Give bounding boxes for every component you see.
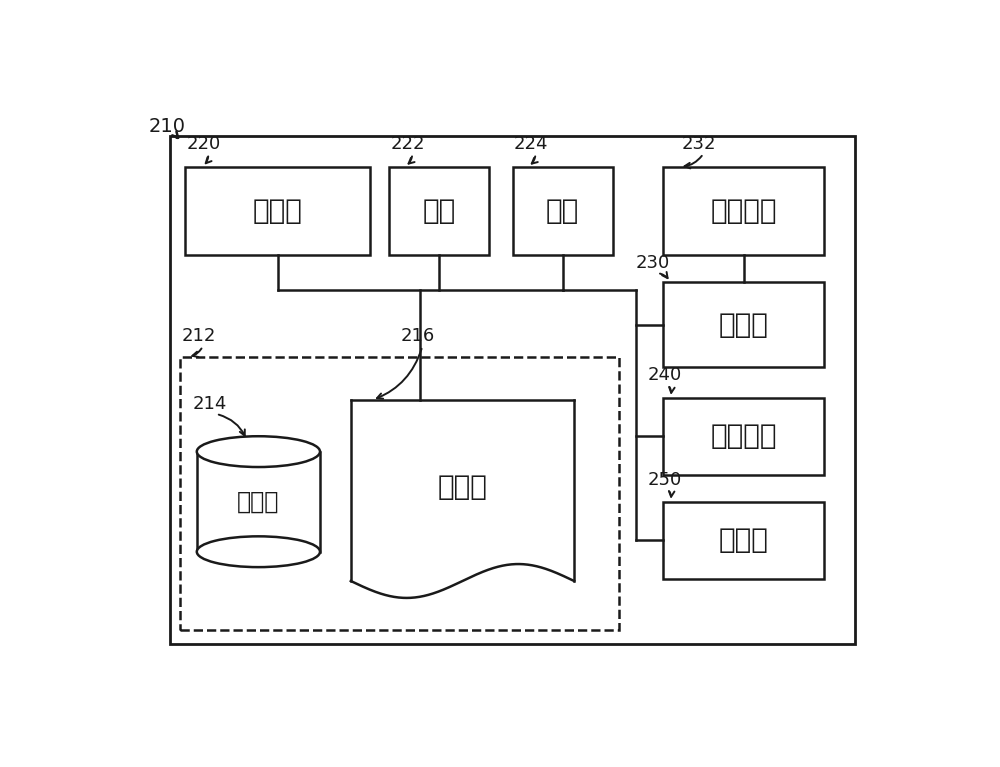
Polygon shape	[197, 452, 320, 551]
Text: 216: 216	[401, 328, 435, 345]
Text: 处理器: 处理器	[438, 472, 487, 501]
Bar	[663, 166, 824, 255]
Bar	[389, 166, 489, 255]
Text: 212: 212	[181, 328, 216, 345]
Text: 240: 240	[647, 366, 682, 384]
Text: 250: 250	[647, 471, 682, 489]
Ellipse shape	[197, 436, 320, 467]
Text: 230: 230	[636, 254, 670, 272]
Text: 210: 210	[149, 117, 186, 136]
Ellipse shape	[197, 536, 320, 567]
Text: 214: 214	[193, 395, 227, 413]
Text: 透视: 透视	[546, 197, 579, 225]
Text: 数据日志: 数据日志	[710, 422, 777, 450]
Text: 内窥镜: 内窥镜	[253, 197, 303, 225]
Text: 220: 220	[187, 135, 221, 153]
Polygon shape	[351, 400, 574, 598]
Text: 控制器: 控制器	[719, 311, 768, 338]
Bar	[170, 136, 855, 644]
Text: 224: 224	[514, 135, 549, 153]
Text: 显示器: 显示器	[719, 526, 768, 555]
Bar	[663, 502, 824, 578]
Bar	[663, 282, 824, 367]
Text: 232: 232	[682, 135, 716, 153]
Bar	[185, 166, 370, 255]
Bar	[512, 166, 613, 255]
Text: 存储器: 存储器	[237, 489, 280, 514]
Text: 输入: 输入	[423, 197, 456, 225]
Text: 消融装置: 消融装置	[710, 197, 777, 225]
Bar	[180, 357, 619, 630]
Text: 222: 222	[391, 135, 425, 153]
Bar	[663, 398, 824, 475]
